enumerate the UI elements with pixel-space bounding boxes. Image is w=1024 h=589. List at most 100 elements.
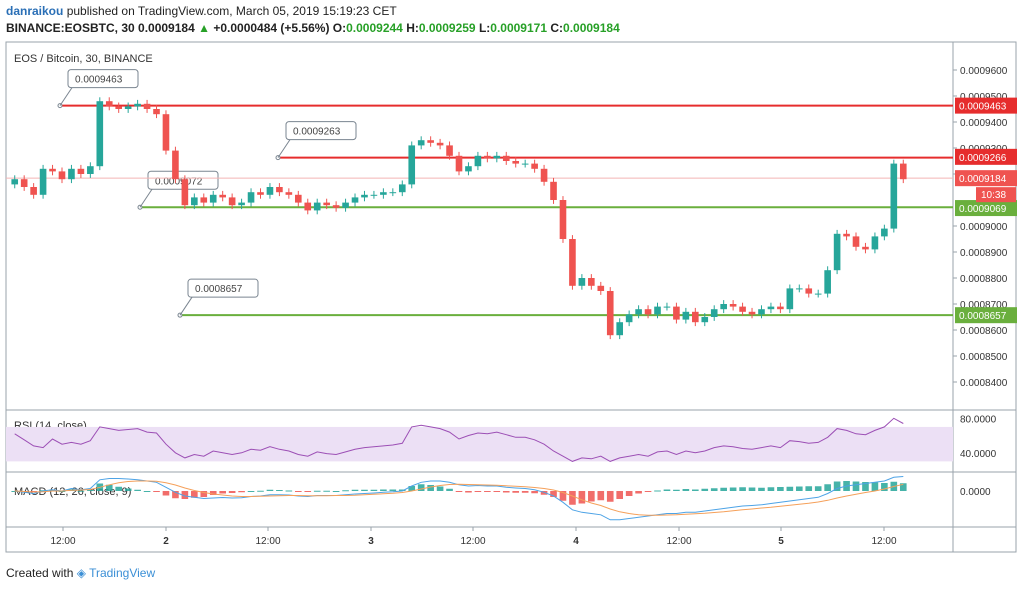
candle-body xyxy=(408,145,416,185)
macd-histogram-bar xyxy=(398,489,406,491)
candle-body xyxy=(559,200,567,239)
candle-body xyxy=(484,155,491,159)
horizontal-levels[interactable]: 0.0009463 0.0009263 0.0009072 0.0008657 xyxy=(57,69,953,318)
candlestick-series xyxy=(6,97,953,340)
candle-body xyxy=(550,181,557,200)
candle-body xyxy=(720,304,727,310)
candle-body xyxy=(209,194,217,203)
macd-histogram-bar xyxy=(578,491,586,504)
candle-body xyxy=(663,306,671,308)
level-callout-pointer xyxy=(59,87,73,106)
macd-histogram-bar xyxy=(588,491,595,502)
price-axis-tag-label: 0.0009266 xyxy=(959,153,1007,164)
time-tick-label: 12:00 xyxy=(255,536,280,547)
macd-histogram-bar xyxy=(814,486,822,491)
candle-body xyxy=(39,168,47,195)
macd-histogram-bar xyxy=(266,489,274,491)
candle-body xyxy=(606,291,614,336)
l-label: L: xyxy=(478,21,491,35)
candle-body xyxy=(616,322,624,336)
macd-histogram-bar xyxy=(502,491,510,493)
candle-body xyxy=(644,309,652,315)
candle-body xyxy=(474,155,482,167)
candle-body xyxy=(748,311,756,315)
price-axis-tag xyxy=(955,148,1017,165)
candle-body xyxy=(162,114,170,151)
macd-histogram-bar xyxy=(559,491,567,501)
main-chart-title: EOS / Bitcoin, 30, BINANCE xyxy=(14,53,153,65)
macd-histogram-bar xyxy=(257,490,264,492)
macd-histogram-bar xyxy=(720,487,727,491)
time-tick-label: 12:00 xyxy=(666,536,691,547)
price-tick-label: 0.0008700 xyxy=(960,300,1008,311)
macd-histogram-bar xyxy=(436,486,444,491)
open-value: 0.0009184 xyxy=(138,21,195,35)
level-callout-box[interactable] xyxy=(187,278,259,298)
candle-body xyxy=(276,187,283,193)
chart-frame xyxy=(5,41,1017,553)
tradingview-brand[interactable]: TradingView xyxy=(89,566,156,580)
price-axis: 0.00096000.00095000.00094000.00093000.00… xyxy=(953,66,1008,389)
candle-body xyxy=(588,278,595,286)
candle-body xyxy=(758,309,765,315)
macd-histogram-bar xyxy=(465,491,472,493)
macd-histogram-bar xyxy=(181,491,189,499)
tradingview-logo-icon: ◈ xyxy=(76,566,86,580)
candle-body xyxy=(266,187,274,195)
candle-body xyxy=(465,166,472,172)
c-value: 0.0009184 xyxy=(563,21,620,35)
macd-histogram-bar xyxy=(644,491,652,492)
macd-histogram-bar xyxy=(654,490,661,492)
candle-body xyxy=(729,304,737,307)
macd-histogram-bar xyxy=(313,490,321,492)
macd-histogram-bar xyxy=(729,487,737,491)
candle-body xyxy=(843,233,850,237)
candle-body xyxy=(493,155,501,159)
candle-body xyxy=(777,306,784,310)
level-callout-pointer xyxy=(179,296,193,316)
level-callout-box[interactable] xyxy=(285,121,357,141)
macd-histogram-bar xyxy=(767,487,775,491)
candle-body xyxy=(871,236,879,250)
macd-histogram-bar xyxy=(871,482,879,491)
candle-body xyxy=(361,194,368,198)
candle-body xyxy=(380,192,387,195)
candle-body xyxy=(521,163,529,165)
candle-body xyxy=(124,106,132,109)
macd-histogram-bar xyxy=(417,484,425,491)
chart-area[interactable]: EOS / Bitcoin, 30, BINANCE RSI (14, clos… xyxy=(0,40,1024,560)
candle-body xyxy=(191,197,198,206)
macd-line xyxy=(14,476,904,521)
candle-body xyxy=(389,192,397,194)
candle-body xyxy=(370,194,378,196)
macd-histogram-bar xyxy=(238,491,245,493)
macd-histogram-bar xyxy=(446,488,453,491)
candle-body xyxy=(654,306,661,315)
candle-body xyxy=(398,184,406,193)
rsi-pane: 80.0000 40.0000 xyxy=(6,414,997,462)
level-callout-box[interactable] xyxy=(67,69,139,89)
macd-histogram-bar xyxy=(606,491,614,502)
price-tick-label: 0.0008400 xyxy=(960,378,1008,389)
level-callout-label: 0.0009263 xyxy=(293,127,341,138)
candle-body xyxy=(578,278,586,286)
macd-histogram-bar xyxy=(852,481,860,491)
candle-body xyxy=(427,140,434,143)
candle-body xyxy=(285,192,293,195)
time-tick-label: 5 xyxy=(778,536,784,547)
candle-body xyxy=(635,309,642,315)
rsi-tick-label: 40.0000 xyxy=(960,449,997,460)
candle-body xyxy=(814,293,822,295)
time-tick-label: 12:00 xyxy=(460,536,485,547)
price-tick-label: 0.0008900 xyxy=(960,248,1008,259)
price-axis-tag-label: 0.0009463 xyxy=(959,102,1007,113)
author-name[interactable]: danraikou xyxy=(6,4,64,18)
candle-body xyxy=(313,202,321,211)
ohlc-line: BINANCE:EOSBTC, 30 0.0009184 ▲ +0.000048… xyxy=(6,21,620,35)
macd-histogram-bar xyxy=(49,489,56,491)
macd-histogram-bar xyxy=(380,489,387,491)
price-tick-label: 0.0009000 xyxy=(960,222,1008,233)
level-callout-label: 0.0009463 xyxy=(75,75,123,86)
price-axis-tag-label: 0.0009069 xyxy=(959,204,1007,215)
time-tick-label: 12:00 xyxy=(871,536,896,547)
